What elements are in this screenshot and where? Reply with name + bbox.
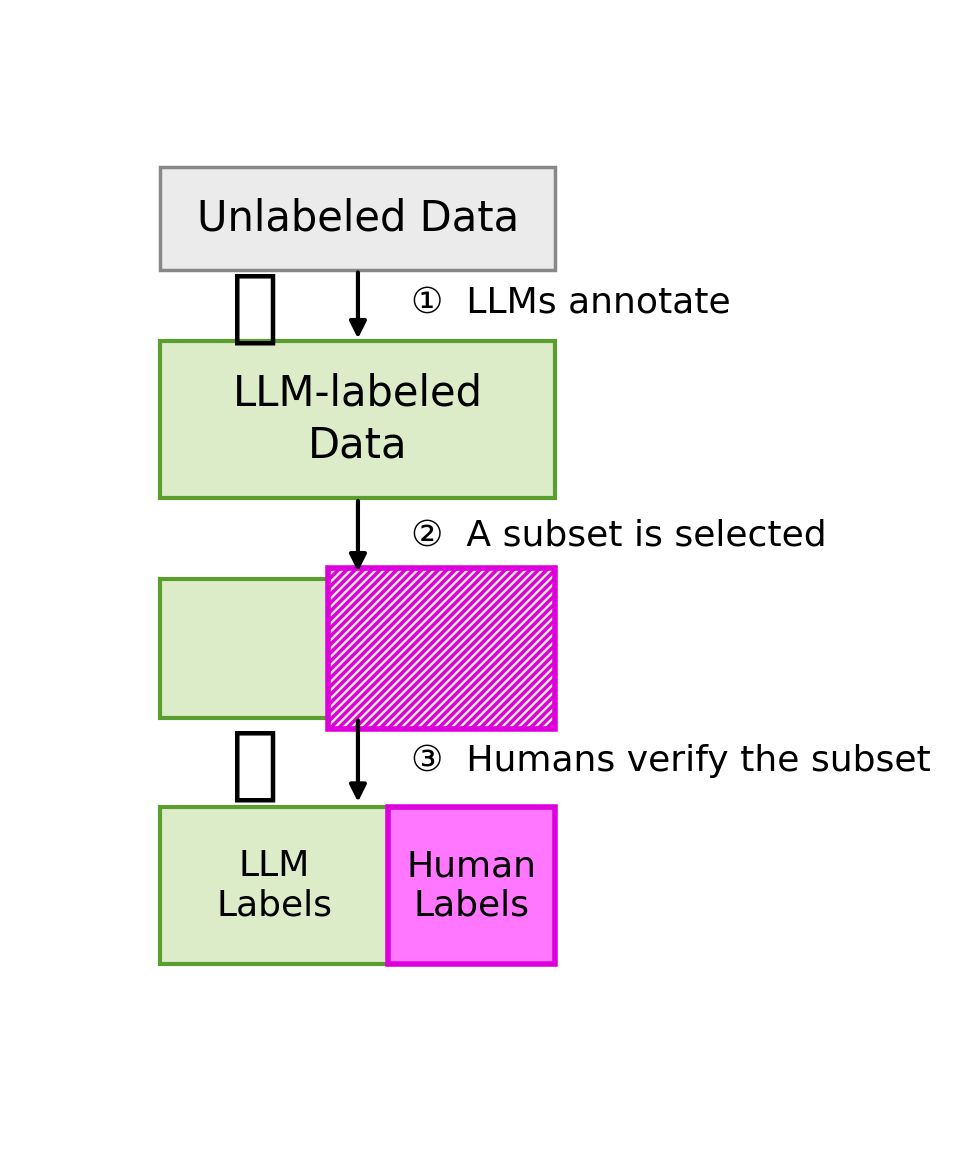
- Bar: [161, 579, 556, 718]
- Bar: [161, 166, 556, 270]
- Text: Human
Labels: Human Labels: [407, 849, 537, 923]
- Text: ②  A subset is selected: ② A subset is selected: [412, 519, 827, 553]
- Bar: [327, 568, 556, 730]
- Text: Unlabeled Data: Unlabeled Data: [197, 197, 519, 239]
- Text: ①  LLMs annotate: ① LLMs annotate: [412, 286, 731, 320]
- Bar: [161, 808, 388, 964]
- Bar: [161, 341, 556, 498]
- Text: LLM-labeled
Data: LLM-labeled Data: [233, 372, 483, 467]
- Bar: [327, 568, 556, 730]
- Text: ③  Humans verify the subset: ③ Humans verify the subset: [412, 744, 931, 778]
- Bar: [388, 808, 556, 964]
- Text: 👥: 👥: [231, 726, 279, 804]
- Text: LLM
Labels: LLM Labels: [217, 849, 332, 923]
- Text: 🤖: 🤖: [231, 269, 279, 347]
